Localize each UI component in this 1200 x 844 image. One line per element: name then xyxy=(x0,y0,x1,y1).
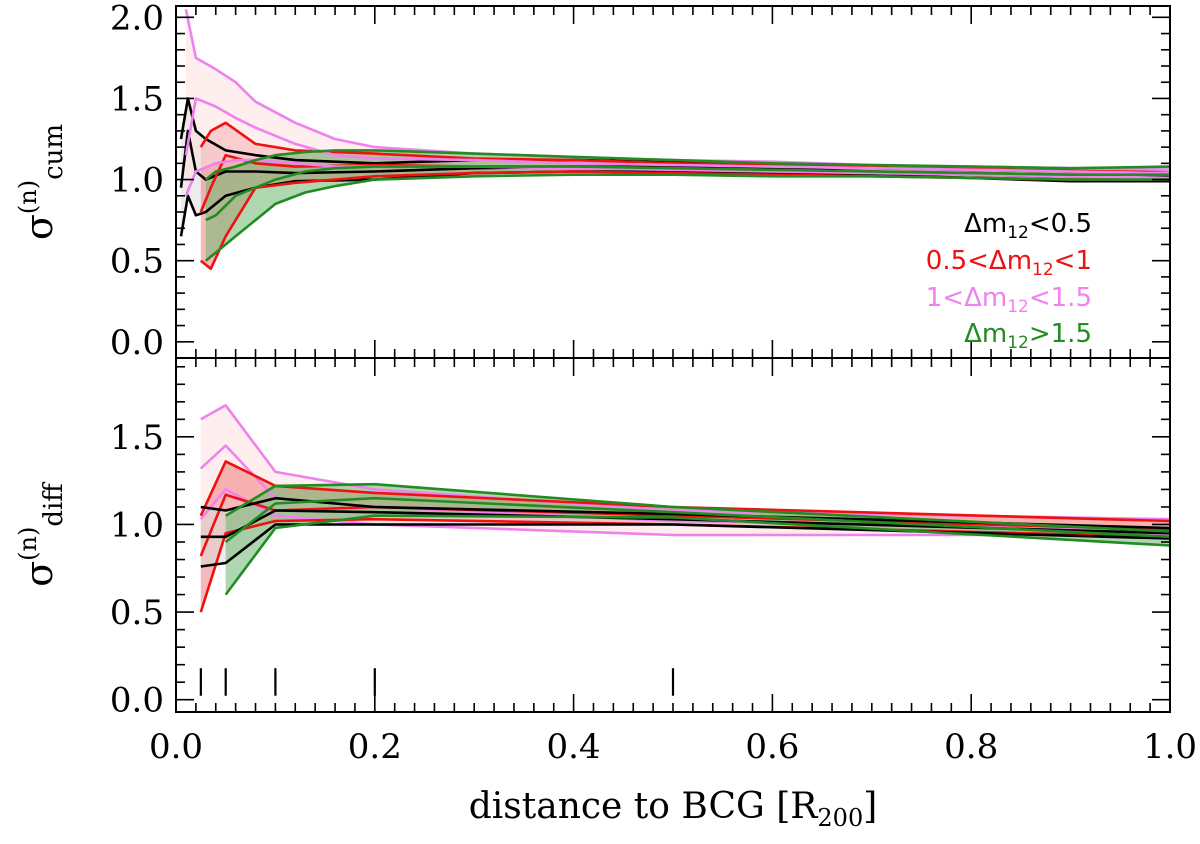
top-y-label-sub: cum xyxy=(39,124,69,180)
top-line-3-mid xyxy=(205,165,1170,222)
top-ytick-label-2: 1.0 xyxy=(110,161,164,201)
legend-pre-dm-0.5-1: 0.5<Δm xyxy=(926,246,1032,276)
top-lines xyxy=(179,8,1171,271)
top-ytick-label-0: 0.0 xyxy=(110,323,164,363)
xtick-label-3: 0.6 xyxy=(745,727,799,767)
bottom-line-1-upper xyxy=(199,460,1171,523)
top-panel: 0.00.51.01.52.0 Δm12<0.50.5<Δm12<11<Δm12… xyxy=(110,0,1171,363)
bottom-line-3-upper xyxy=(225,482,1171,533)
legend-entry-dm-0.5-1: 0.5<Δm12<1 xyxy=(926,246,1092,280)
legend-post-dm-lt-0.5: <0.5 xyxy=(1029,209,1092,239)
legend-sub-dm-0.5-1: 12 xyxy=(1032,260,1054,280)
legend-entry-dm-lt-0.5: Δm12<0.5 xyxy=(964,209,1092,243)
x-label-main: distance to BCG [R xyxy=(469,786,819,827)
legend-pre-dm-1-1.5: 1<Δm xyxy=(926,283,1007,313)
bottom-y-tick-labels: 0.0 0.5 1.0 1.5 xyxy=(110,418,164,721)
legend-sub-dm-1-1.5: 12 xyxy=(1007,297,1029,317)
bottom-y-label-sup: (n) xyxy=(14,527,42,561)
top-ticks xyxy=(176,6,1170,358)
top-line-3-upper xyxy=(204,149,1171,181)
xtick-label-2: 0.4 xyxy=(547,727,601,767)
bin-edge-markers xyxy=(199,668,675,696)
bottom-lines xyxy=(199,403,1171,613)
legend-sub-dm-lt-0.5: 12 xyxy=(1007,223,1029,243)
xtick-label-0: 0.0 xyxy=(149,727,203,767)
xtick-label-4: 0.8 xyxy=(944,727,998,767)
top-line-3-lower xyxy=(204,173,1170,262)
bottom-ytick-label-1: 0.5 xyxy=(110,593,164,633)
bottom-band-3 xyxy=(225,484,1170,595)
top-y-tick-labels: 0.0 0.5 1.0 1.5 2.0 xyxy=(110,0,164,363)
legend-pre-dm-gt-1.5: Δm xyxy=(964,319,1007,349)
legend-pre-dm-lt-0.5: Δm xyxy=(964,209,1007,239)
legend-post-dm-gt-1.5: >1.5 xyxy=(1029,319,1092,349)
top-y-label-sup: (n) xyxy=(14,180,42,214)
bottom-y-label-sigma: σ xyxy=(17,561,61,587)
bottom-line-3-lower xyxy=(224,514,1171,596)
legend-post-dm-1-1.5: <1.5 xyxy=(1029,283,1092,313)
bottom-ytick-label-3: 1.5 xyxy=(110,418,164,458)
top-y-label-sigma: σ xyxy=(17,214,61,240)
bottom-ticks xyxy=(176,358,1170,712)
legend-entry-dm-gt-1.5: Δm12>1.5 xyxy=(964,319,1092,353)
top-y-axis-label: σ(n)cum xyxy=(14,124,69,240)
top-line-1-upper xyxy=(199,121,1170,172)
bottom-line-1-mid xyxy=(199,493,1171,557)
legend-sub-dm-gt-1.5: 12 xyxy=(1007,333,1029,353)
x-axis-label: distance to BCG [R200] xyxy=(469,786,878,832)
xtick-label-5: 1.0 xyxy=(1143,727,1197,767)
x-label-end: ] xyxy=(863,786,877,827)
bottom-y-axis-label: σ(n)diff xyxy=(14,481,69,587)
bottom-line-3-mid xyxy=(224,496,1171,544)
legend-post-dm-0.5-1: <1 xyxy=(1054,246,1092,276)
legend-entry-dm-1-1.5: 1<Δm12<1.5 xyxy=(926,283,1092,317)
bottom-line-2-lower xyxy=(200,523,1171,568)
top-ytick-label-3: 1.5 xyxy=(110,79,164,119)
top-line-2-mid xyxy=(184,97,1171,175)
x-tick-labels: 0.0 0.2 0.4 0.6 0.8 1.0 xyxy=(149,727,1197,767)
bottom-y-label-sub: diff xyxy=(39,481,69,527)
xtick-label-1: 0.2 xyxy=(348,727,402,767)
bottom-panel: 0.0 0.5 1.0 1.5 0.0 0.2 0.4 0.6 0.8 1.0 xyxy=(110,357,1197,767)
bottom-ytick-label-0: 0.0 xyxy=(110,681,164,721)
top-ytick-label-4: 2.0 xyxy=(110,0,164,38)
x-label-sub: 200 xyxy=(817,804,863,832)
bottom-ytick-label-2: 1.0 xyxy=(110,505,164,545)
top-ytick-label-1: 0.5 xyxy=(110,242,164,282)
